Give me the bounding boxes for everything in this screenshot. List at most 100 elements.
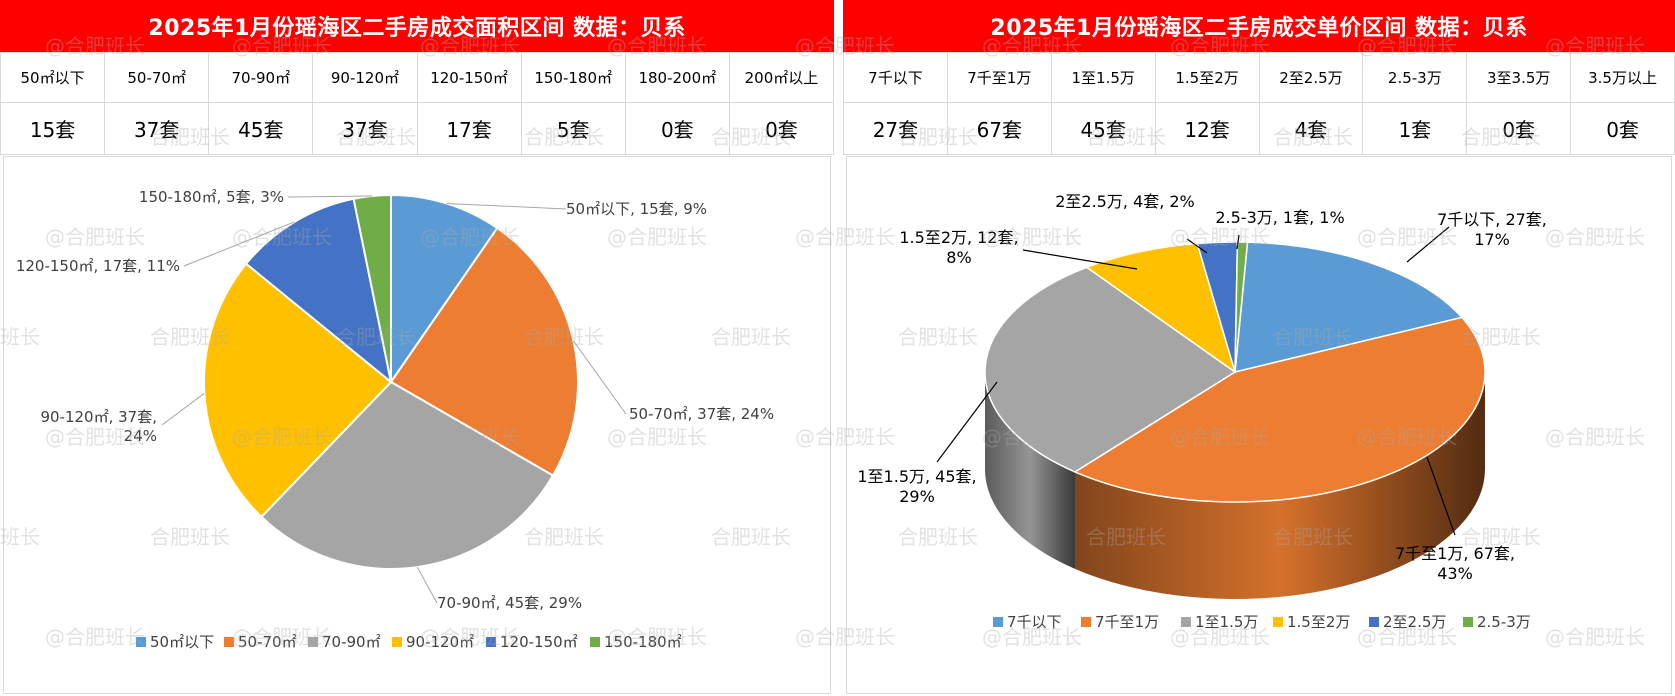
price-header-cell: 7千至1万 [946, 52, 1052, 103]
price-value-cell: 0套 [1570, 102, 1675, 155]
legend-swatch [993, 617, 1003, 627]
legend-swatch [136, 637, 146, 647]
area-header-cell: 70-90㎡ [208, 52, 314, 103]
pie-slices [203, 193, 579, 570]
price-value-cell: 4套 [1258, 102, 1364, 155]
leader-line [1426, 456, 1456, 536]
price-value-cell: 12套 [1154, 102, 1260, 155]
legend: 50㎡以下 50-70㎡ 70-90㎡ 90-120㎡ 120-150㎡ 150-180㎡ [136, 633, 682, 651]
legend-item: 120-150㎡ [500, 633, 578, 651]
leader-line [183, 221, 295, 267]
leader-line [416, 566, 438, 604]
price-pie-chart: 7千以下, 27套, 17% 7千至1万, 67套, 43% 1至1.5万, 45套, 2… [857, 192, 1547, 631]
legend-item: 50-70㎡ [238, 633, 297, 651]
area-value-cell: 37套 [312, 102, 418, 155]
price-header-cell: 3.5万以上 [1570, 52, 1675, 103]
price-chart-box: 7千以下, 27套, 17% 7千至1万, 67套, 43% 1至1.5万, 45套, 2… [846, 156, 1672, 694]
price-value-cell: 45套 [1050, 102, 1156, 155]
data-label: 120-150㎡, 17套, 11% [16, 257, 180, 275]
data-label: 50㎡以下, 15套, 9% [566, 200, 707, 218]
area-panel: 2025年1月份瑶海区二手房成交面积区间 数据：贝系 50㎡以下 50-70㎡ … [0, 0, 835, 696]
legend: 7千以下 7千至1万 1至1.5万 1.5至2万 2至2.5万 2.5-3万 [993, 613, 1531, 631]
legend-swatch [1463, 617, 1473, 627]
area-value-cell: 0套 [728, 102, 835, 155]
price-header-cell: 2至2.5万 [1258, 52, 1364, 103]
pie-slice [984, 266, 1237, 473]
pie-slices [984, 241, 1486, 503]
area-table: 50㎡以下 50-70㎡ 70-90㎡ 90-120㎡ 120-150㎡ 150… [0, 52, 835, 155]
legend-swatch [1273, 617, 1283, 627]
leader-line [161, 392, 205, 426]
price-value-cell: 0套 [1466, 102, 1572, 155]
legend-swatch [1369, 617, 1379, 627]
data-label: 90-120㎡, 37套, 24% [40, 408, 157, 445]
legend-item: 50㎡以下 [150, 633, 214, 651]
data-label: 2.5-3万, 1套, 1% [1215, 208, 1344, 227]
area-header-cell: 50㎡以下 [0, 52, 106, 103]
pie-slice [203, 262, 393, 519]
legend-item: 90-120㎡ [406, 633, 474, 651]
area-header-cell: 120-150㎡ [416, 52, 522, 103]
data-labels: 7千以下, 27套, 17% 7千至1万, 67套, 43% 1至1.5万, 45套, 2… [857, 192, 1547, 583]
legend-swatch [392, 637, 402, 647]
data-labels: 50㎡以下, 15套, 9% 50-70㎡, 37套, 24% 70-90㎡, 45… [16, 188, 774, 612]
leader-line [1236, 234, 1240, 250]
leader-line [446, 202, 567, 210]
area-header-cell: 90-120㎡ [312, 52, 418, 103]
price-header-cell: 1至1.5万 [1050, 52, 1156, 103]
price-header-cell: 1.5至2万 [1154, 52, 1260, 103]
price-title: 2025年1月份瑶海区二手房成交单价区间 数据：贝系 [843, 0, 1675, 52]
legend-item: 70-90㎡ [322, 633, 381, 651]
area-value-cell: 37套 [104, 102, 210, 155]
pie-slice [389, 226, 579, 477]
legend-item: 1至1.5万 [1195, 613, 1258, 631]
area-header-cell: 200㎡以上 [728, 52, 835, 103]
leader-line [1186, 238, 1208, 254]
leader-line [1406, 226, 1450, 263]
price-value-cell: 1套 [1362, 102, 1468, 155]
area-value-cell: 15套 [0, 102, 106, 155]
legend-item: 2.5-3万 [1477, 613, 1531, 631]
data-label: 7千至1万, 67套, 43% [1395, 544, 1515, 583]
pie-side [985, 372, 1076, 569]
pie-slice [390, 193, 499, 386]
legend-item: 1.5至2万 [1287, 613, 1350, 631]
price-table: 7千以下 7千至1万 1至1.5万 1.5至2万 2至2.5万 2.5-3万 3… [843, 52, 1675, 155]
leader-line [936, 381, 998, 463]
area-chart-box: 50㎡以下, 15套, 9% 50-70㎡, 37套, 24% 70-90㎡, 45… [3, 156, 831, 694]
area-header-cell: 50-70㎡ [104, 52, 210, 103]
price-value-cell: 27套 [843, 102, 948, 155]
legend-swatch [590, 637, 600, 647]
legend-swatch [1181, 617, 1191, 627]
area-value-cell: 5套 [520, 102, 626, 155]
area-value-cell: 17套 [416, 102, 522, 155]
price-header-cell: 2.5-3万 [1362, 52, 1468, 103]
area-header-cell: 180-200㎡ [624, 52, 730, 103]
area-value-cell: 45套 [208, 102, 314, 155]
pie-slice [1073, 316, 1486, 503]
data-label: 1.5至2万, 12套, 8% [899, 228, 1018, 267]
leader-line [287, 195, 373, 198]
pie-slice [1234, 241, 1464, 373]
legend-swatch [308, 637, 318, 647]
data-label: 1至1.5万, 45套, 29% [857, 467, 976, 506]
legend-swatch [486, 637, 496, 647]
legend-item: 2至2.5万 [1383, 613, 1446, 631]
legend-item: 7千以下 [1007, 613, 1062, 631]
data-label: 70-90㎡, 45套, 29% [437, 594, 582, 612]
price-header-cell: 7千以下 [843, 52, 948, 103]
legend-item: 150-180㎡ [604, 633, 682, 651]
price-header-cell: 3至3.5万 [1466, 52, 1572, 103]
pie-sides [985, 372, 1485, 599]
data-label: 150-180㎡, 5套, 3% [139, 188, 284, 206]
price-value-cell: 67套 [946, 102, 1052, 155]
legend-swatch [1081, 617, 1091, 627]
price-panel: 2025年1月份瑶海区二手房成交单价区间 数据：贝系 7千以下 7千至1万 1至… [843, 0, 1675, 696]
area-pie-chart: 50㎡以下, 15套, 9% 50-70㎡, 37套, 24% 70-90㎡, 45… [16, 188, 774, 651]
leader-line [573, 340, 627, 415]
area-title: 2025年1月份瑶海区二手房成交面积区间 数据：贝系 [0, 0, 834, 52]
area-value-cell: 0套 [624, 102, 730, 155]
pie-side [1075, 372, 1485, 599]
legend-item: 7千至1万 [1095, 613, 1159, 631]
leader-line [1022, 249, 1138, 270]
